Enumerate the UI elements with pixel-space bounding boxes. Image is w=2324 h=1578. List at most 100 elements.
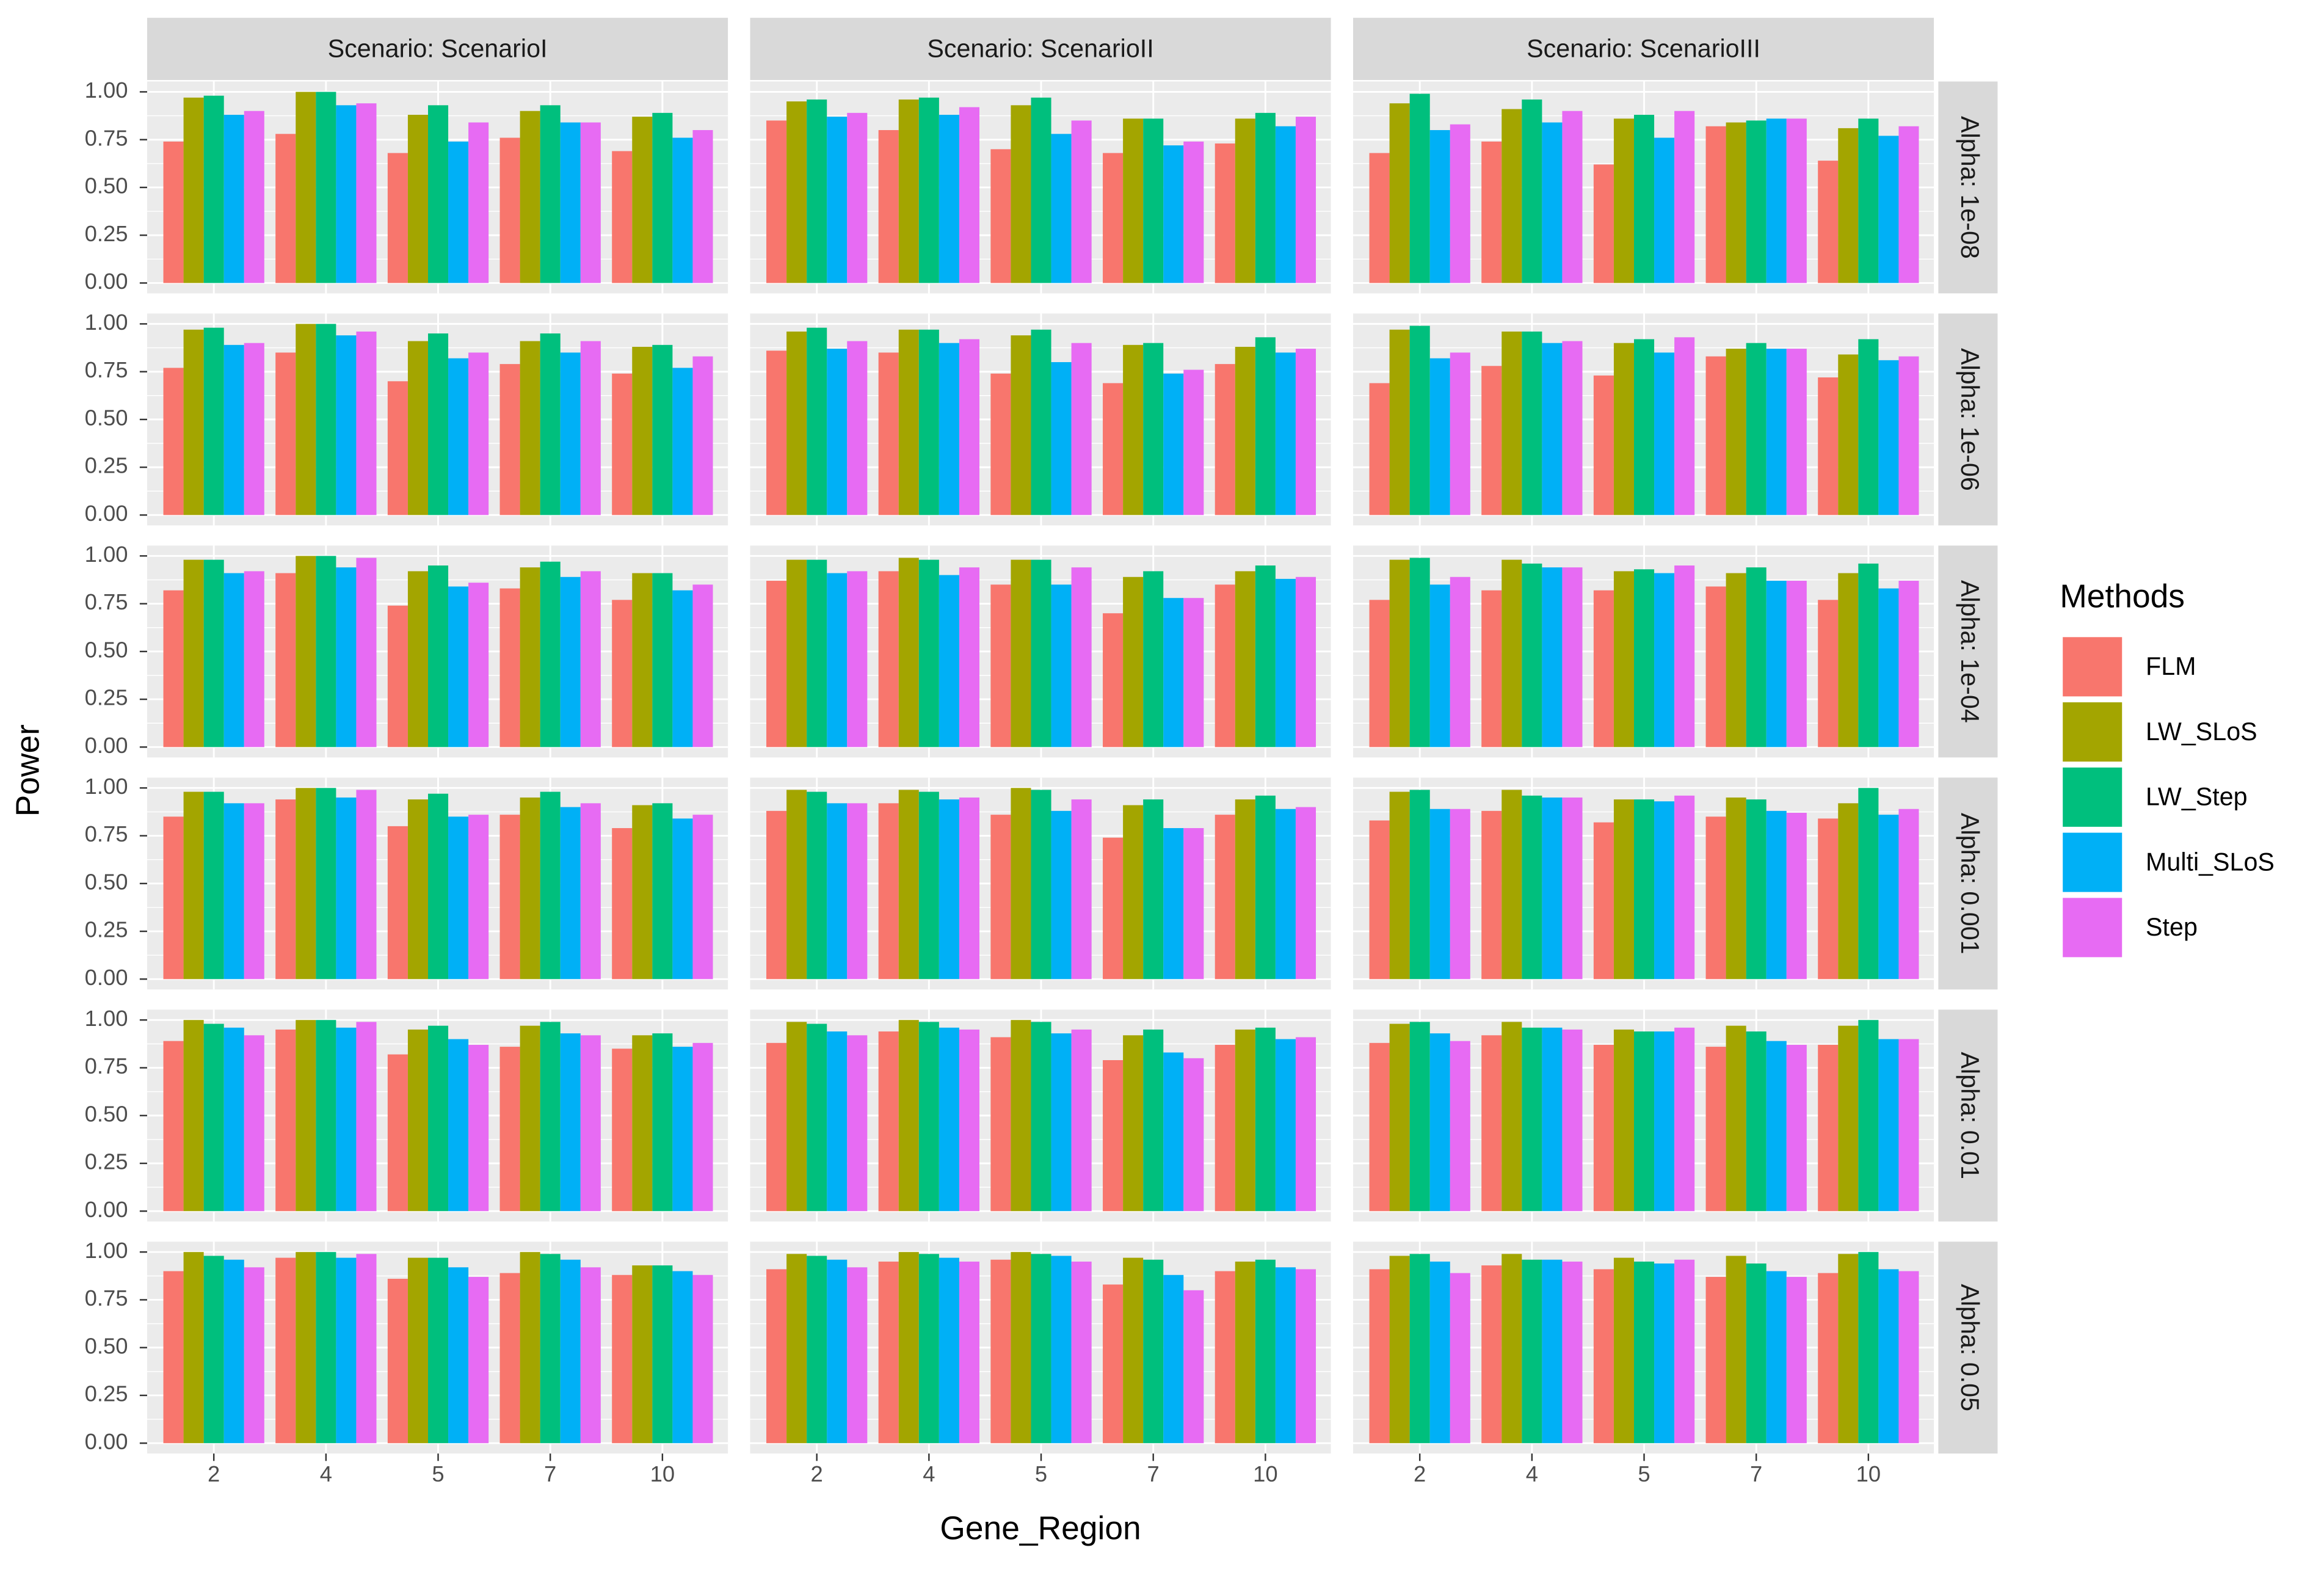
bar	[1255, 795, 1276, 980]
bar	[1633, 114, 1655, 283]
bar	[448, 1039, 469, 1212]
bar	[407, 341, 428, 515]
bar	[1705, 356, 1726, 515]
bar	[1858, 563, 1879, 747]
bar	[1766, 1271, 1787, 1444]
bar	[1481, 810, 1502, 980]
y-tick-label: 0.00	[85, 501, 128, 526]
bar	[1123, 805, 1144, 980]
bar	[183, 1020, 204, 1212]
bar	[1726, 122, 1746, 283]
x-tick-label: 7	[1750, 1461, 1762, 1486]
legend-label: Multi_SLoS	[2146, 848, 2275, 876]
bar	[275, 1029, 296, 1212]
bar	[990, 149, 1011, 283]
bar	[223, 1259, 244, 1444]
bar	[1654, 1031, 1675, 1212]
bar	[1389, 329, 1410, 515]
bar	[407, 1029, 428, 1212]
y-tick-label: 0.75	[85, 589, 128, 614]
bar	[612, 373, 633, 515]
bar	[1429, 1261, 1450, 1444]
bar	[1275, 1267, 1296, 1444]
bar	[580, 1035, 601, 1212]
bar	[1654, 801, 1675, 980]
bar	[898, 790, 919, 980]
bar	[499, 137, 520, 283]
bar	[692, 1042, 713, 1212]
bar	[1071, 120, 1092, 283]
bar	[1071, 567, 1092, 747]
y-tick-label: 0.00	[85, 269, 128, 294]
bar	[959, 107, 979, 283]
bar	[1255, 337, 1276, 515]
legend-key	[2063, 767, 2122, 827]
bar	[1898, 126, 1919, 283]
legend-label: FLM	[2146, 652, 2196, 680]
bar	[672, 1047, 693, 1212]
x-tick-label: 2	[208, 1461, 220, 1486]
bar	[1818, 377, 1839, 515]
bar	[1011, 1252, 1031, 1444]
bar	[1163, 145, 1184, 283]
bar	[427, 793, 449, 980]
bar	[1071, 799, 1092, 980]
bar	[1786, 581, 1807, 747]
y-tick-label: 1.00	[85, 310, 128, 335]
bar	[1143, 343, 1164, 515]
bar	[1011, 559, 1031, 747]
bar	[786, 790, 807, 980]
strip-background	[1938, 81, 1998, 294]
strip-background	[1938, 1242, 1998, 1454]
bar	[1409, 1022, 1430, 1212]
bar	[1838, 128, 1859, 283]
bar	[898, 329, 919, 515]
bar	[1746, 1031, 1767, 1212]
x-tick-label: 5	[1638, 1461, 1650, 1486]
bar	[1103, 613, 1124, 747]
bar	[203, 1024, 224, 1212]
bar	[652, 803, 673, 980]
bar	[1275, 1039, 1296, 1212]
bar	[1143, 1259, 1164, 1444]
bar	[898, 558, 919, 747]
column-strip-label: Scenario: ScenarioI	[328, 34, 548, 62]
bar	[1235, 346, 1255, 515]
bar	[387, 381, 408, 515]
bar	[766, 1042, 787, 1212]
bar	[1562, 1261, 1583, 1444]
bar	[1786, 1044, 1807, 1212]
bar	[540, 1022, 561, 1212]
bar	[448, 586, 469, 747]
bar	[316, 92, 336, 283]
bar	[672, 1271, 693, 1444]
bar	[1562, 341, 1583, 515]
bar	[1593, 1044, 1614, 1212]
bar	[1878, 815, 1899, 980]
bar	[1674, 337, 1695, 515]
bar	[1295, 117, 1316, 283]
bar	[1705, 1047, 1726, 1212]
x-tick-label: 5	[1035, 1461, 1047, 1486]
bar	[632, 346, 653, 515]
bar	[878, 1031, 899, 1212]
bar	[1481, 366, 1502, 515]
bar	[163, 1041, 184, 1212]
bar	[296, 788, 316, 980]
bar	[1593, 164, 1614, 283]
bar	[1502, 331, 1522, 515]
y-tick-label: 0.25	[85, 1381, 128, 1406]
bar	[1389, 1024, 1410, 1212]
bar	[244, 343, 264, 515]
bar	[1123, 344, 1144, 515]
bar	[520, 111, 540, 283]
bar	[1542, 797, 1563, 980]
bar	[468, 583, 489, 747]
bar	[692, 584, 713, 747]
bar	[786, 331, 807, 515]
bar	[766, 351, 787, 515]
bar	[1746, 120, 1767, 283]
x-tick-label: 4	[320, 1461, 332, 1486]
bar	[1103, 153, 1124, 283]
x-tick-label: 7	[544, 1461, 556, 1486]
